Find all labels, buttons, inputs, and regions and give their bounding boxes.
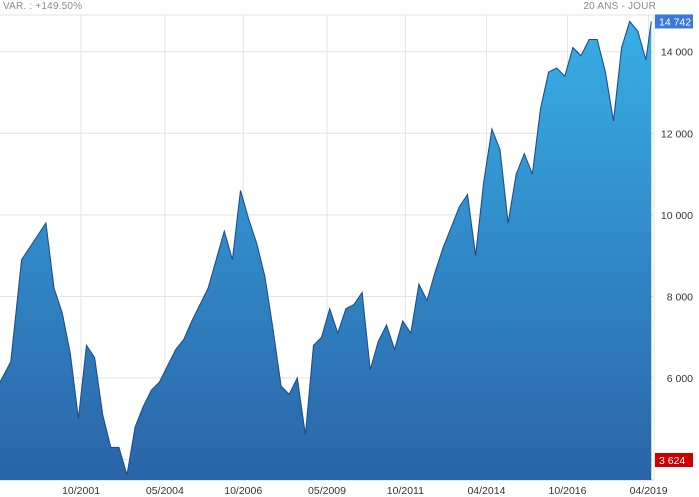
x-tick-label: 10/2016 (549, 485, 587, 497)
y-tick-label: 12 000 (661, 128, 693, 140)
period-label[interactable]: 20 ANS - JOUR (583, 1, 656, 12)
min-value-badge-bg (655, 453, 693, 467)
x-tick-label: 05/2004 (146, 485, 184, 497)
y-tick-label: 6 000 (667, 373, 693, 385)
x-tick-label: 10/2001 (62, 485, 100, 497)
y-tick-label: 10 000 (661, 210, 693, 222)
y-tick-label: 8 000 (667, 291, 693, 303)
area-fill (0, 21, 652, 481)
chart-header: VAR. : +149.50% 20 ANS - JOUR (0, 0, 699, 16)
y-tick-label: 14 000 (661, 47, 693, 59)
x-tick-label: 05/2009 (308, 485, 346, 497)
last-value-badge-bg (655, 14, 693, 29)
series-line (0, 20, 652, 476)
x-tick-label: 10/2006 (224, 485, 262, 497)
x-axis-ticks: 10/2001 05/2004 10/2006 05/2009 10/2011 04/20… (62, 485, 668, 497)
value-badges: 14 742 3 624 (655, 14, 693, 467)
x-tick-label: 04/2014 (467, 485, 505, 497)
x-tick-label: 04/2019 (630, 485, 668, 497)
min-value-badge-label: 3 624 (659, 455, 685, 467)
variation-label: VAR. : +149.50% (3, 1, 83, 12)
x-tick-label: 10/2011 (387, 485, 424, 497)
last-value-badge-label: 14 742 (659, 16, 691, 28)
